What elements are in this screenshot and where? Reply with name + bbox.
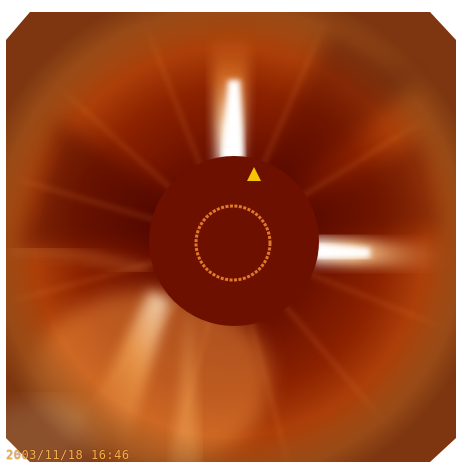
occulting-disk [149, 156, 319, 326]
solar-limb-ring [194, 204, 272, 282]
timestamp: 2003/11/18 16:46 [6, 448, 130, 462]
north-marker-icon [247, 167, 261, 181]
